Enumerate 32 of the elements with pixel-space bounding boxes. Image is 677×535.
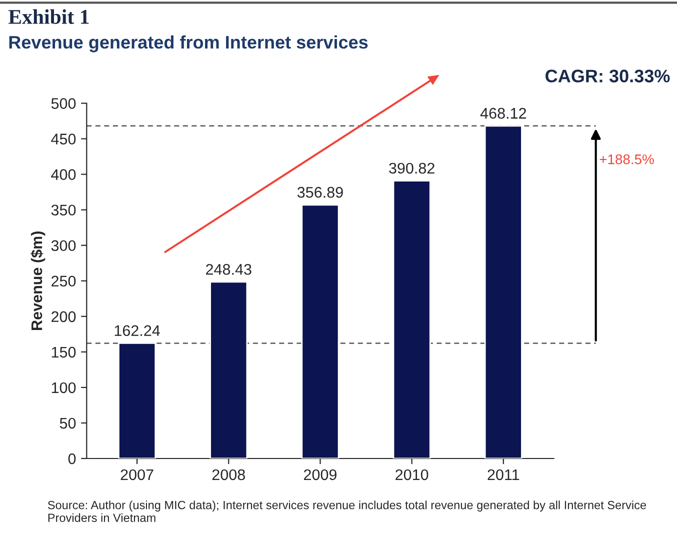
y-tick-label: 100: [52, 382, 76, 394]
y-tick-label: 350: [51, 204, 76, 216]
y-tick-label: 450: [51, 134, 76, 144]
bar: [118, 342, 156, 458]
y-tick-label: 50: [60, 418, 76, 429]
y-axis-title: Revenue ($m): [30, 232, 46, 330]
data-label: 248.43: [206, 264, 252, 275]
source-note: Source: Author (using MIC data); Internet services revenue includes total revenue generated by all Internet Service Providers in Vietnam: [48, 500, 646, 522]
y-tick-label: 250: [52, 276, 76, 287]
data-label: 162.24: [114, 325, 160, 336]
bar: [392, 180, 431, 458]
data-label: 356.89: [297, 186, 343, 198]
x-tick-label: 2008: [212, 469, 245, 480]
x-tick-label: 2011: [488, 469, 520, 480]
y-tick-label: 400: [51, 169, 76, 180]
y-tick-label: 500: [51, 98, 76, 109]
x-tick-label: 2010: [396, 469, 428, 480]
text: CAGR: 30.33%: [546, 70, 670, 82]
x-tick-label: 2007: [120, 469, 154, 480]
y-tick-label: 0: [68, 453, 76, 464]
y-tick-label: 150: [52, 346, 76, 358]
chart-title: Exhibit 1: [8, 9, 89, 24]
chart-subtitle: Revenue generated from Internet services: [9, 35, 368, 52]
x-tick-label: 2009: [304, 469, 336, 480]
text: +188.5%: [600, 154, 654, 164]
y-tick-label: 300: [51, 240, 76, 252]
data-label: 468.12: [480, 108, 526, 119]
data-label: 390.82: [389, 162, 434, 174]
bar: [484, 125, 522, 458]
bar: [210, 281, 248, 458]
y-tick-label: 200: [52, 311, 76, 322]
bar: [301, 204, 340, 458]
